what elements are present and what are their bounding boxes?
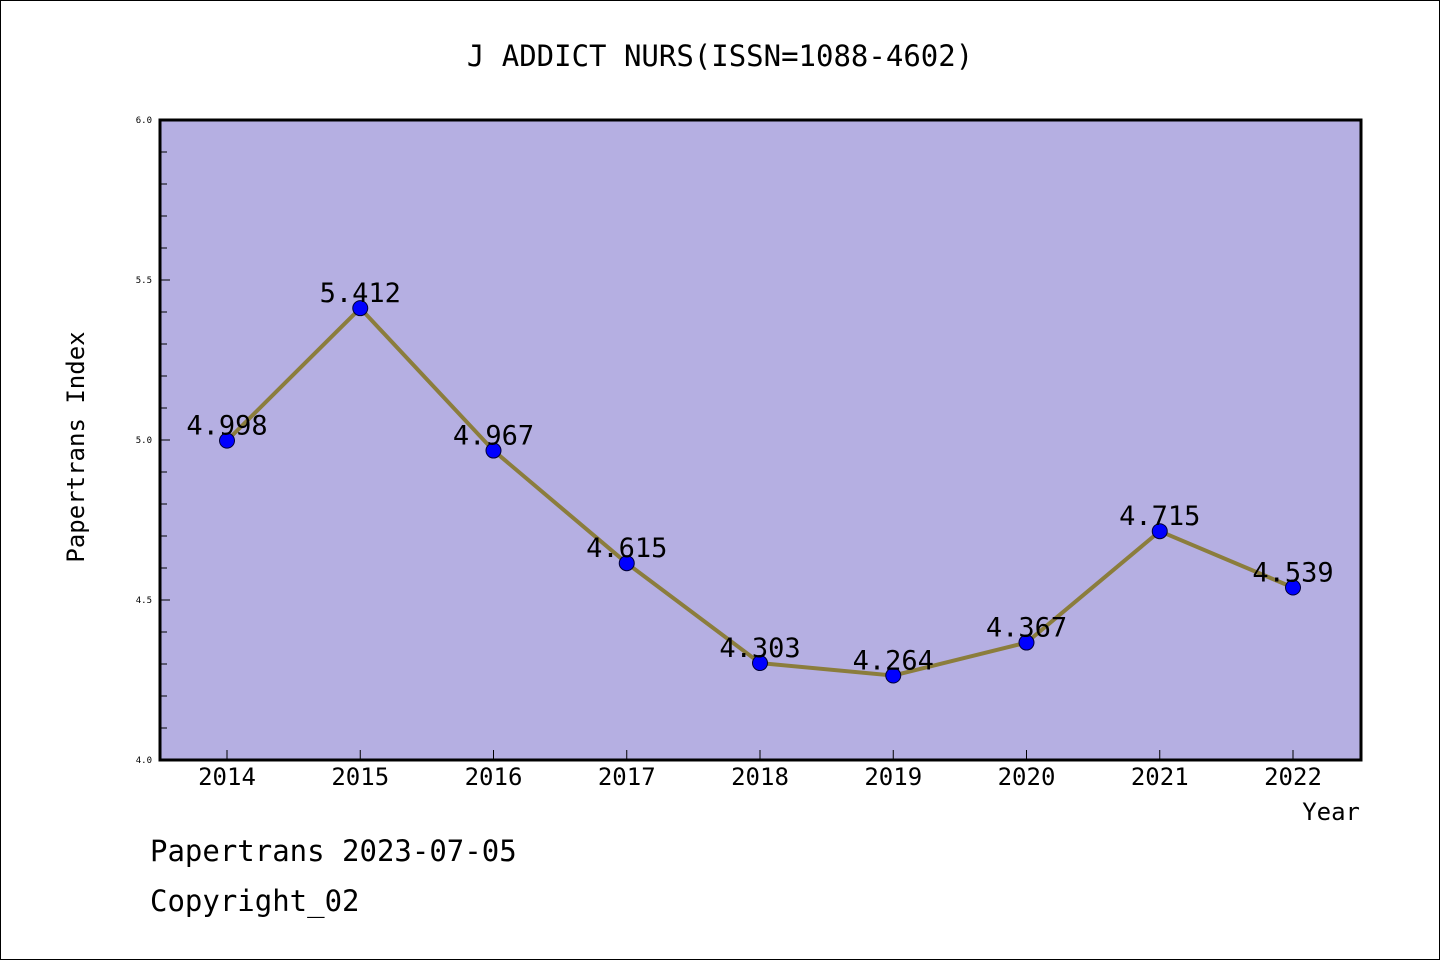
data-label: 5.412 [320, 278, 401, 309]
data-label: 4.539 [1252, 558, 1333, 589]
x-tick-label: 2014 [198, 763, 256, 791]
x-tick-label: 2016 [465, 763, 523, 791]
x-tick-label: 2017 [598, 763, 656, 791]
data-point [752, 655, 768, 672]
x-tick-label: 2020 [998, 763, 1056, 791]
data-label: 4.998 [186, 411, 267, 442]
x-tick-label: 2022 [1264, 763, 1322, 791]
y-tick-label: 5.0 [136, 436, 152, 446]
data-point [1151, 523, 1168, 540]
y-axis-label: Papertrans Index [62, 331, 90, 562]
footer-copyright: Copyright_02 [150, 884, 360, 918]
x-tick-label: 2018 [731, 763, 789, 791]
data-label: 4.367 [986, 613, 1067, 644]
y-tick-label: 5.5 [136, 276, 152, 286]
plot-area [158, 118, 1363, 762]
series-group: 4.998 5.412 4.967 4.615 4.303 4.264 4.367 4.715… [186, 278, 1334, 684]
data-label: 4.967 [453, 421, 534, 452]
y-axis: 4.0 4.5 5.0 5.5 6.0 [136, 116, 170, 766]
data-point [885, 667, 902, 684]
data-point [352, 300, 369, 317]
data-point [618, 555, 635, 572]
footer-date: Papertrans 2023-07-05 [150, 834, 517, 868]
data-label: 4.303 [719, 633, 800, 664]
x-tick-label: 2021 [1131, 763, 1189, 791]
data-point [485, 442, 502, 459]
x-axis-label: Year [1302, 798, 1360, 826]
y-tick-label: 4.0 [136, 756, 152, 766]
y-tick-label: 4.5 [136, 596, 152, 606]
data-point [1018, 634, 1035, 651]
y-tick-label: 6.0 [136, 116, 152, 126]
data-point [1285, 579, 1301, 596]
data-label: 4.264 [853, 646, 934, 677]
data-point [219, 432, 235, 449]
x-tick-label: 2015 [331, 763, 389, 791]
data-label: 4.715 [1119, 501, 1200, 532]
chart-title: J ADDICT NURS(ISSN=1088-4602) [467, 39, 973, 73]
x-tick-label: 2019 [864, 763, 922, 791]
x-axis: 2014 2015 2016 2017 2018 2019 2020 2021 2022 [198, 750, 1322, 791]
data-label: 4.615 [586, 533, 667, 564]
